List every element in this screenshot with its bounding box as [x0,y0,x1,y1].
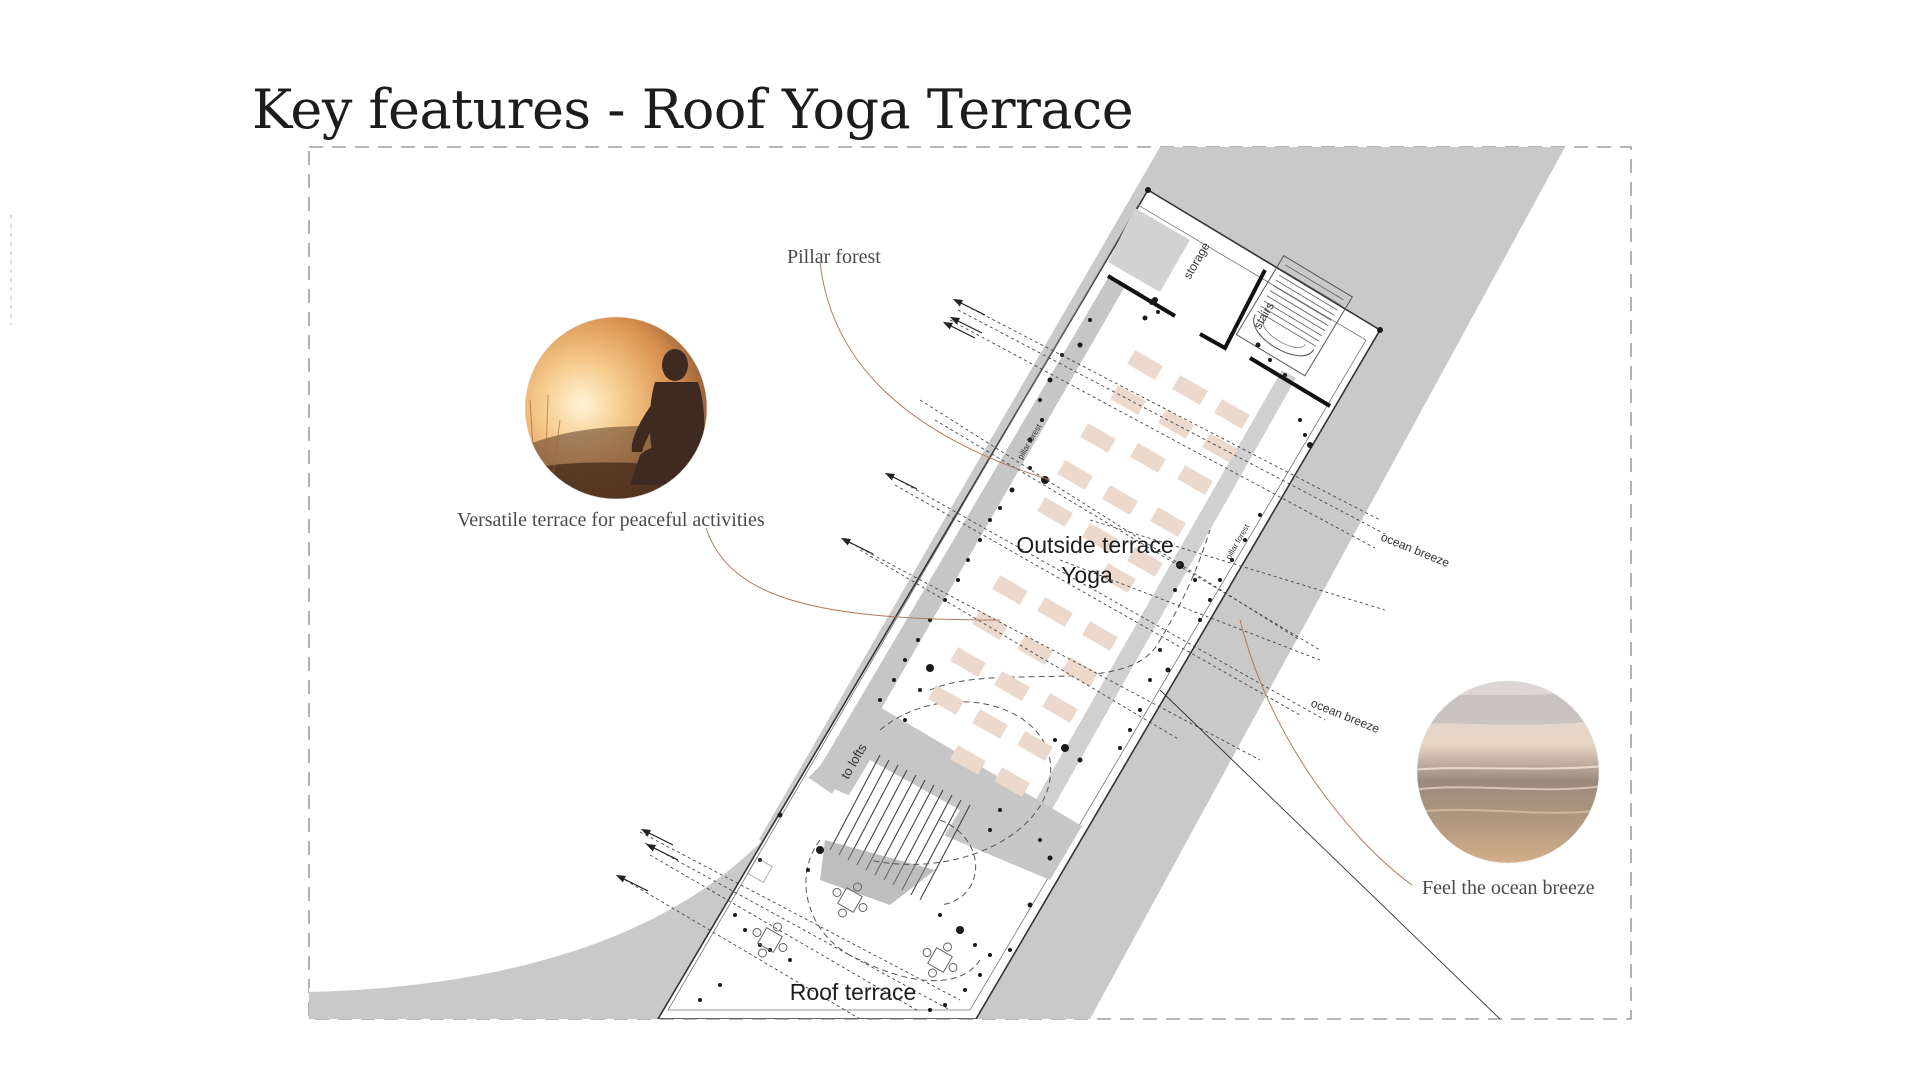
yoga-mats [928,350,1250,797]
versatile-terrace-callout: Versatile terrace for peaceful activitie… [457,509,765,531]
outside-terrace-label: Outside terrace [1016,532,1173,558]
pillar-dots [698,187,1383,1012]
west-corridor [812,278,1124,794]
ocean-breeze-leader [1239,619,1413,886]
upper-stairs [1235,255,1354,377]
roof-terrace-label: Roof terrace [790,979,917,1005]
versatile-leader [705,527,1001,621]
curved-landscape [309,840,760,1019]
lower-core [808,706,1082,880]
ocean-breeze-callout: Feel the ocean breeze [1422,877,1595,899]
pillar-forest-callout: Pillar forest [787,246,881,268]
east-corridor [1030,370,1296,820]
page-title: Key features - Roof Yoga Terrace [252,78,1134,141]
pillar-forest-leader [819,261,1051,481]
terrace-tables [747,857,958,978]
meditating-person-sunset-photo [524,316,708,500]
ocean-breeze-label-2: ocean breeze [1309,696,1382,736]
wind-arrows [615,298,986,892]
ocean-beach-sunset-photo [1416,680,1600,864]
ocean-breeze-label-1: ocean breeze [1379,530,1452,570]
wind-lines [619,299,1386,1019]
yoga-label: Yoga [1061,562,1113,588]
